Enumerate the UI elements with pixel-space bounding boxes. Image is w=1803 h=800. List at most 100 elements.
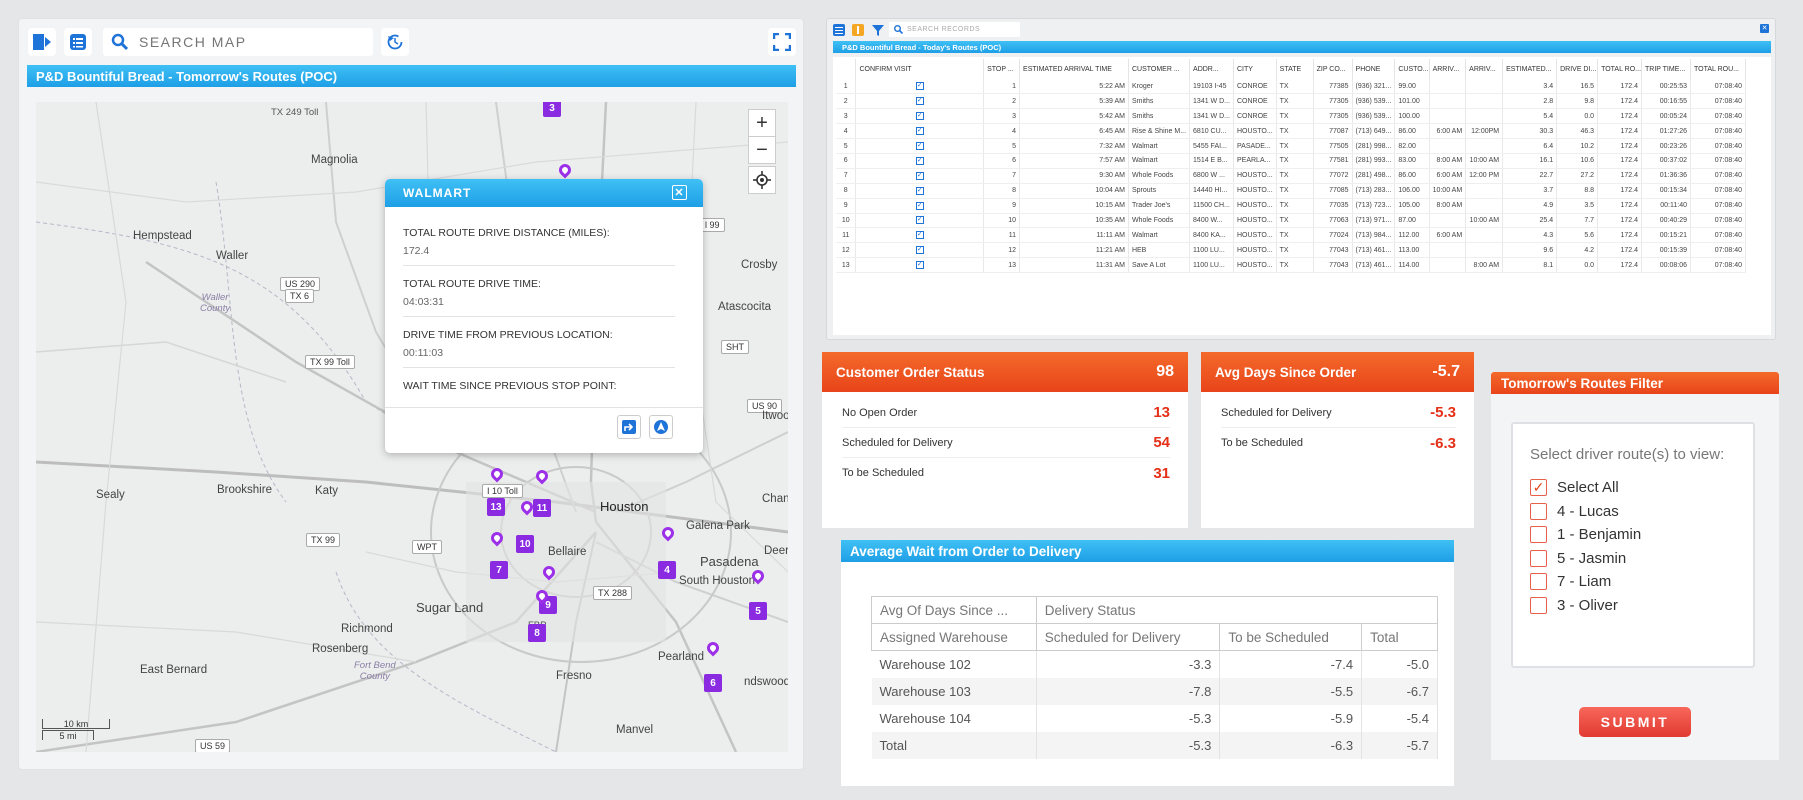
directions-button[interactable] bbox=[617, 415, 641, 439]
column-header[interactable]: CUSTOMER ... bbox=[1128, 59, 1191, 79]
checkbox[interactable] bbox=[1530, 573, 1547, 591]
column-header[interactable]: CITY bbox=[1233, 59, 1277, 79]
filter-icon[interactable] bbox=[872, 23, 884, 36]
confirm-visit-cell[interactable]: ✓ bbox=[855, 198, 985, 214]
route-option[interactable]: 7 - Liam bbox=[1530, 570, 1753, 594]
route-option[interactable]: 4 - Lucas bbox=[1530, 500, 1753, 524]
check-icon[interactable]: ✓ bbox=[915, 201, 924, 210]
route-stop-marker[interactable]: 8 bbox=[528, 624, 546, 642]
route-stop-marker[interactable]: 4 bbox=[658, 561, 676, 579]
column-header[interactable]: TRIP TIME... bbox=[1641, 59, 1691, 79]
column-header[interactable]: ADDR... bbox=[1189, 59, 1234, 79]
table-row[interactable]: 13 ✓ 13 11:31 AM Save A Lot 1100 LU... HOUSTO.… bbox=[836, 257, 1747, 274]
columns-icon[interactable] bbox=[852, 23, 864, 36]
check-icon[interactable]: ✓ bbox=[915, 186, 924, 195]
confirm-visit-cell[interactable]: ✓ bbox=[855, 213, 985, 229]
check-icon[interactable]: ✓ bbox=[915, 97, 924, 106]
route-option[interactable]: ✓ Select All bbox=[1530, 476, 1753, 500]
table-row[interactable]: 12 ✓ 12 11:21 AM HEB 1100 LU... HOUSTO... TX 770… bbox=[836, 242, 1747, 259]
column-header[interactable]: CUSTO... bbox=[1394, 59, 1430, 79]
close-icon[interactable]: ✕ bbox=[1760, 24, 1769, 33]
column-header[interactable]: ESTIMATED... bbox=[1502, 59, 1558, 79]
route-stop-marker[interactable]: 11 bbox=[533, 499, 551, 517]
zoom-out-button[interactable]: − bbox=[748, 136, 776, 164]
confirm-visit-cell[interactable]: ✓ bbox=[855, 227, 985, 244]
check-icon[interactable]: ✓ bbox=[915, 231, 924, 240]
column-header[interactable]: CONFIRM VISIT bbox=[855, 59, 985, 79]
grid-view-icon[interactable] bbox=[833, 23, 845, 36]
check-icon[interactable]: ✓ bbox=[915, 127, 924, 136]
checkbox[interactable] bbox=[1530, 549, 1547, 567]
column-header[interactable]: ARRIV... bbox=[1429, 59, 1467, 79]
route-stop-marker[interactable]: 5 bbox=[749, 602, 767, 620]
table-cell: TX bbox=[1276, 138, 1314, 154]
check-icon[interactable]: ✓ bbox=[915, 261, 924, 270]
route-option[interactable]: 1 - Benjamin bbox=[1530, 523, 1753, 547]
refresh-button[interactable] bbox=[381, 28, 409, 56]
confirm-visit-cell[interactable]: ✓ bbox=[855, 138, 985, 154]
confirm-visit-cell[interactable]: ✓ bbox=[855, 168, 985, 184]
checkbox[interactable] bbox=[1530, 502, 1547, 520]
confirm-visit-cell[interactable]: ✓ bbox=[855, 242, 985, 259]
check-icon[interactable]: ✓ bbox=[915, 142, 924, 150]
table-row[interactable]: 4 ✓ 4 6:45 AM Rise & Shine M... 6810 CU... HOU… bbox=[836, 123, 1747, 140]
table-cell: 172.4 bbox=[1597, 257, 1643, 274]
route-stop-marker[interactable]: 7 bbox=[490, 561, 508, 579]
records-search[interactable]: SEARCH RECORDS bbox=[889, 22, 1020, 37]
column-header[interactable]: ESTIMATED ARRIVAL TIME bbox=[1019, 59, 1129, 79]
route-option[interactable]: 3 - Oliver bbox=[1530, 594, 1753, 618]
navigate-button[interactable] bbox=[649, 415, 673, 439]
search-map-input[interactable] bbox=[139, 34, 359, 50]
locate-button[interactable] bbox=[748, 166, 776, 194]
column-header[interactable]: TOTAL ROU... bbox=[1690, 59, 1747, 79]
table-row[interactable]: 3 ✓ 3 5:42 AM Smiths 1341 W D... CONROE TX 77305… bbox=[836, 108, 1747, 125]
check-icon[interactable]: ✓ bbox=[915, 246, 924, 255]
submit-button[interactable]: SUBMIT bbox=[1579, 707, 1691, 737]
column-header[interactable]: STATE bbox=[1276, 59, 1314, 79]
toggle-panel-button[interactable] bbox=[28, 28, 56, 56]
map-canvas[interactable]: TX 249 Toll Magnolia Hempstead Waller US… bbox=[36, 102, 788, 752]
confirm-visit-cell[interactable]: ✓ bbox=[855, 93, 985, 110]
column-header[interactable]: STOP ... bbox=[983, 59, 1021, 79]
table-cell: (713) 461... bbox=[1352, 242, 1396, 259]
confirm-visit-cell[interactable]: ✓ bbox=[855, 153, 985, 169]
table-row[interactable]: 7 ✓ 7 9:30 AM Whole Foods 6800 W ... HOUSTO...… bbox=[836, 168, 1747, 184]
route-stop-marker[interactable]: 10 bbox=[516, 535, 534, 553]
table-row[interactable]: 6 ✓ 6 7:57 AM Walmart 1514 E B... PEARLA... TX 7… bbox=[836, 153, 1747, 169]
table-row[interactable]: 11 ✓ 11 11:11 AM Walmart 8400 KA... HOUSTO... T… bbox=[836, 227, 1747, 244]
table-row[interactable]: 9 ✓ 9 10:15 AM Trader Joe's 11500 CH... HOUSTO… bbox=[836, 198, 1747, 214]
table-row[interactable]: 2 ✓ 2 5:39 AM Smiths 1341 W D... CONROE TX 77305… bbox=[836, 93, 1747, 110]
column-header[interactable]: PHONE bbox=[1352, 59, 1396, 79]
confirm-visit-cell[interactable]: ✓ bbox=[855, 79, 985, 95]
table-row[interactable]: 10 ✓ 10 10:35 AM Whole Foods 8400 W... HOUSTO.… bbox=[836, 213, 1747, 229]
confirm-visit-cell[interactable]: ✓ bbox=[855, 108, 985, 125]
zoom-in-button[interactable]: + bbox=[748, 109, 776, 137]
column-header[interactable]: ZIP CO... bbox=[1313, 59, 1353, 79]
check-icon[interactable]: ✓ bbox=[915, 112, 924, 121]
confirm-visit-cell[interactable]: ✓ bbox=[855, 183, 985, 199]
checkbox[interactable]: ✓ bbox=[1530, 479, 1547, 497]
route-option[interactable]: 5 - Jasmin bbox=[1530, 547, 1753, 571]
confirm-visit-cell[interactable]: ✓ bbox=[855, 257, 985, 274]
route-stop-marker[interactable]: 3 bbox=[543, 102, 561, 117]
checkbox[interactable] bbox=[1530, 526, 1547, 544]
column-header[interactable] bbox=[836, 59, 857, 79]
table-row[interactable]: 5 ✓ 5 7:32 AM Walmart 5455 FAI... PASADE... TX 7… bbox=[836, 138, 1747, 154]
list-view-button[interactable] bbox=[64, 28, 92, 56]
table-row[interactable]: 8 ✓ 8 10:04 AM Sprouts 14440 HI... HOUSTO... TX… bbox=[836, 183, 1747, 199]
map-search[interactable] bbox=[103, 28, 373, 56]
fullscreen-button[interactable] bbox=[768, 28, 796, 56]
route-stop-marker[interactable]: 13 bbox=[487, 498, 505, 516]
close-icon[interactable]: ✕ bbox=[672, 185, 687, 200]
column-header[interactable]: TOTAL RO... bbox=[1597, 59, 1643, 79]
check-icon[interactable]: ✓ bbox=[915, 82, 924, 91]
route-stop-marker[interactable]: 6 bbox=[704, 674, 722, 692]
column-header[interactable]: DRIVE DI... bbox=[1556, 59, 1599, 79]
check-icon[interactable]: ✓ bbox=[915, 156, 924, 165]
column-header[interactable]: ARRIV... bbox=[1465, 59, 1504, 79]
table-row[interactable]: 1 ✓ 1 5:22 AM Kroger 19103 I-45 CONROE TX 77385(… bbox=[836, 79, 1747, 95]
checkbox[interactable] bbox=[1530, 596, 1547, 614]
check-icon[interactable]: ✓ bbox=[915, 171, 924, 180]
confirm-visit-cell[interactable]: ✓ bbox=[855, 123, 985, 140]
check-icon[interactable]: ✓ bbox=[915, 216, 924, 225]
